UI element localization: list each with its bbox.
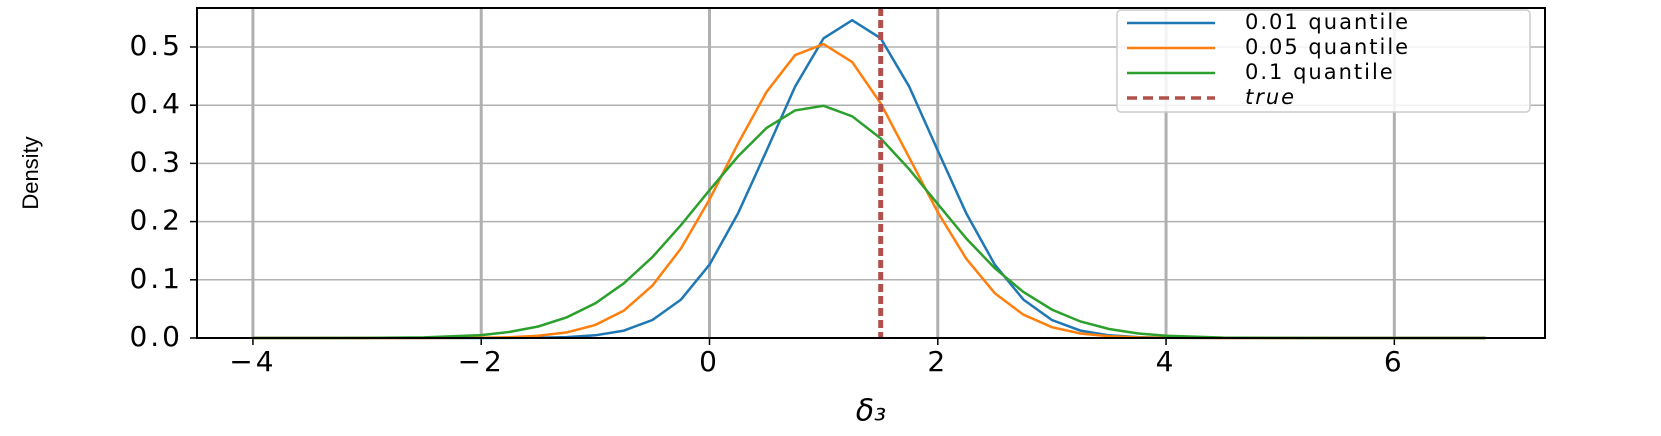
plot-frame bbox=[196, 7, 1546, 339]
y-tick-label: 0.1 bbox=[129, 262, 183, 295]
y-tick-label: 0.3 bbox=[129, 145, 183, 178]
x-tick-label: 0 bbox=[699, 345, 720, 378]
legend-label: true bbox=[1245, 85, 1296, 109]
legend-label: 0.01 quantile bbox=[1245, 10, 1410, 34]
y-tick-label: 0.4 bbox=[129, 87, 183, 120]
y-tick-label: 0.0 bbox=[129, 320, 183, 353]
line-series bbox=[252, 104, 1486, 340]
y-tick-label: 0.5 bbox=[129, 29, 183, 62]
x-axis-label: δ₃ bbox=[856, 394, 886, 429]
y-axis-label: Density bbox=[18, 136, 43, 209]
x-tick-label: −2 bbox=[458, 345, 505, 378]
legend-label: 0.1 quantile bbox=[1245, 60, 1395, 84]
x-tick-label: −4 bbox=[229, 345, 276, 378]
legend-label: 0.05 quantile bbox=[1245, 35, 1410, 59]
x-tick-label: 4 bbox=[1156, 345, 1177, 378]
x-tick-label: 2 bbox=[927, 345, 948, 378]
x-tick-label: 6 bbox=[1384, 345, 1405, 378]
y-tick-label: 0.2 bbox=[129, 204, 183, 237]
legend-box bbox=[1116, 9, 1531, 113]
